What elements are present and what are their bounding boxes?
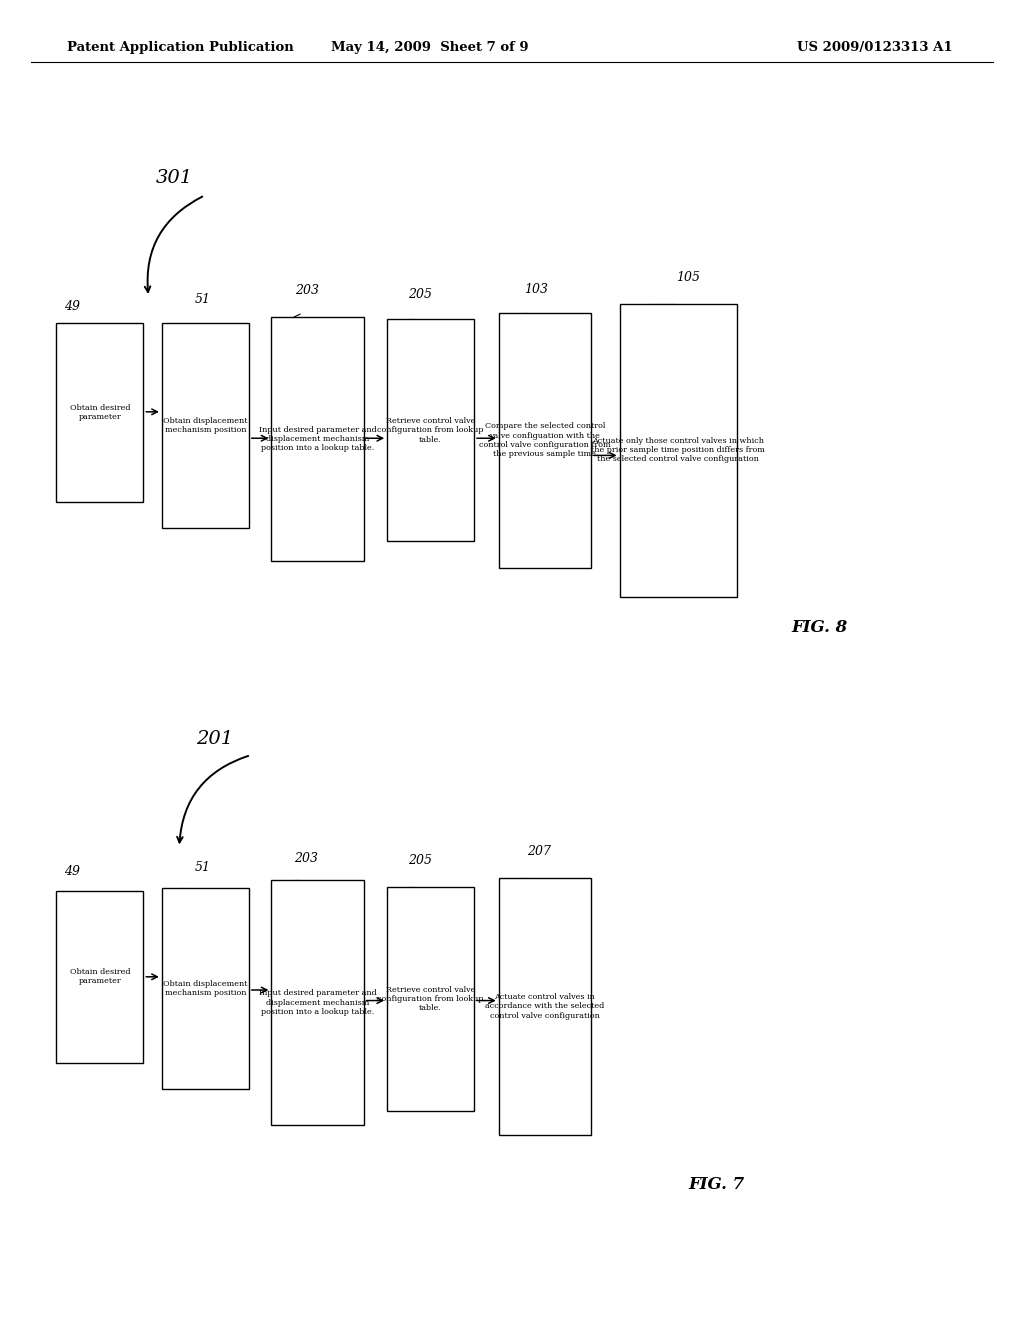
FancyBboxPatch shape (56, 323, 143, 502)
Text: 51: 51 (195, 861, 211, 874)
Text: Actuate only those control valves in which
the prior sample time position differ: Actuate only those control valves in whi… (592, 437, 765, 463)
Text: Obtain desired
parameter: Obtain desired parameter (70, 968, 130, 986)
Text: US 2009/0123313 A1: US 2009/0123313 A1 (797, 41, 952, 54)
Text: Input desired parameter and
displacement mechanism
position into a lookup table.: Input desired parameter and displacement… (259, 425, 376, 451)
FancyBboxPatch shape (162, 323, 249, 528)
Text: 103: 103 (524, 282, 548, 296)
Text: Obtain displacement
mechanism position: Obtain displacement mechanism position (163, 979, 248, 998)
Text: Actuate control valves in
accordance with the selected
control valve configurati: Actuate control valves in accordance wit… (485, 993, 604, 1019)
FancyBboxPatch shape (271, 317, 364, 561)
Text: Compare the selected control
valve configuation with the
control valve configura: Compare the selected control valve confi… (479, 422, 610, 458)
FancyBboxPatch shape (387, 319, 474, 541)
Text: FIG. 8: FIG. 8 (792, 619, 847, 635)
Text: 201: 201 (197, 730, 233, 748)
Text: 207: 207 (527, 845, 551, 858)
FancyBboxPatch shape (56, 891, 143, 1063)
Text: 205: 205 (408, 854, 431, 867)
Text: 105: 105 (676, 271, 699, 284)
Text: 301: 301 (156, 169, 193, 187)
Text: 49: 49 (65, 300, 81, 313)
FancyBboxPatch shape (620, 304, 737, 597)
Text: Obtain displacement
mechanism position: Obtain displacement mechanism position (163, 417, 248, 434)
Text: 203: 203 (294, 851, 317, 865)
Text: Patent Application Publication: Patent Application Publication (67, 41, 293, 54)
Text: 49: 49 (65, 865, 81, 878)
FancyBboxPatch shape (271, 880, 364, 1125)
Text: FIG. 7: FIG. 7 (689, 1176, 744, 1192)
FancyBboxPatch shape (387, 887, 474, 1111)
FancyBboxPatch shape (499, 313, 591, 568)
Text: Input desired parameter and
displacement mechanism
position into a lookup table.: Input desired parameter and displacement… (259, 990, 376, 1016)
Text: Retrieve control valve
configuration from lookup
table.: Retrieve control valve configuration fro… (377, 986, 484, 1012)
Text: Obtain desired
parameter: Obtain desired parameter (70, 404, 130, 421)
FancyBboxPatch shape (162, 888, 249, 1089)
Text: Retrieve control valve
configuration from lookup
table.: Retrieve control valve configuration fro… (377, 417, 484, 444)
Text: 51: 51 (195, 293, 211, 306)
Text: 203: 203 (295, 284, 318, 297)
FancyBboxPatch shape (499, 878, 591, 1135)
Text: May 14, 2009  Sheet 7 of 9: May 14, 2009 Sheet 7 of 9 (332, 41, 528, 54)
Text: 205: 205 (408, 288, 431, 301)
